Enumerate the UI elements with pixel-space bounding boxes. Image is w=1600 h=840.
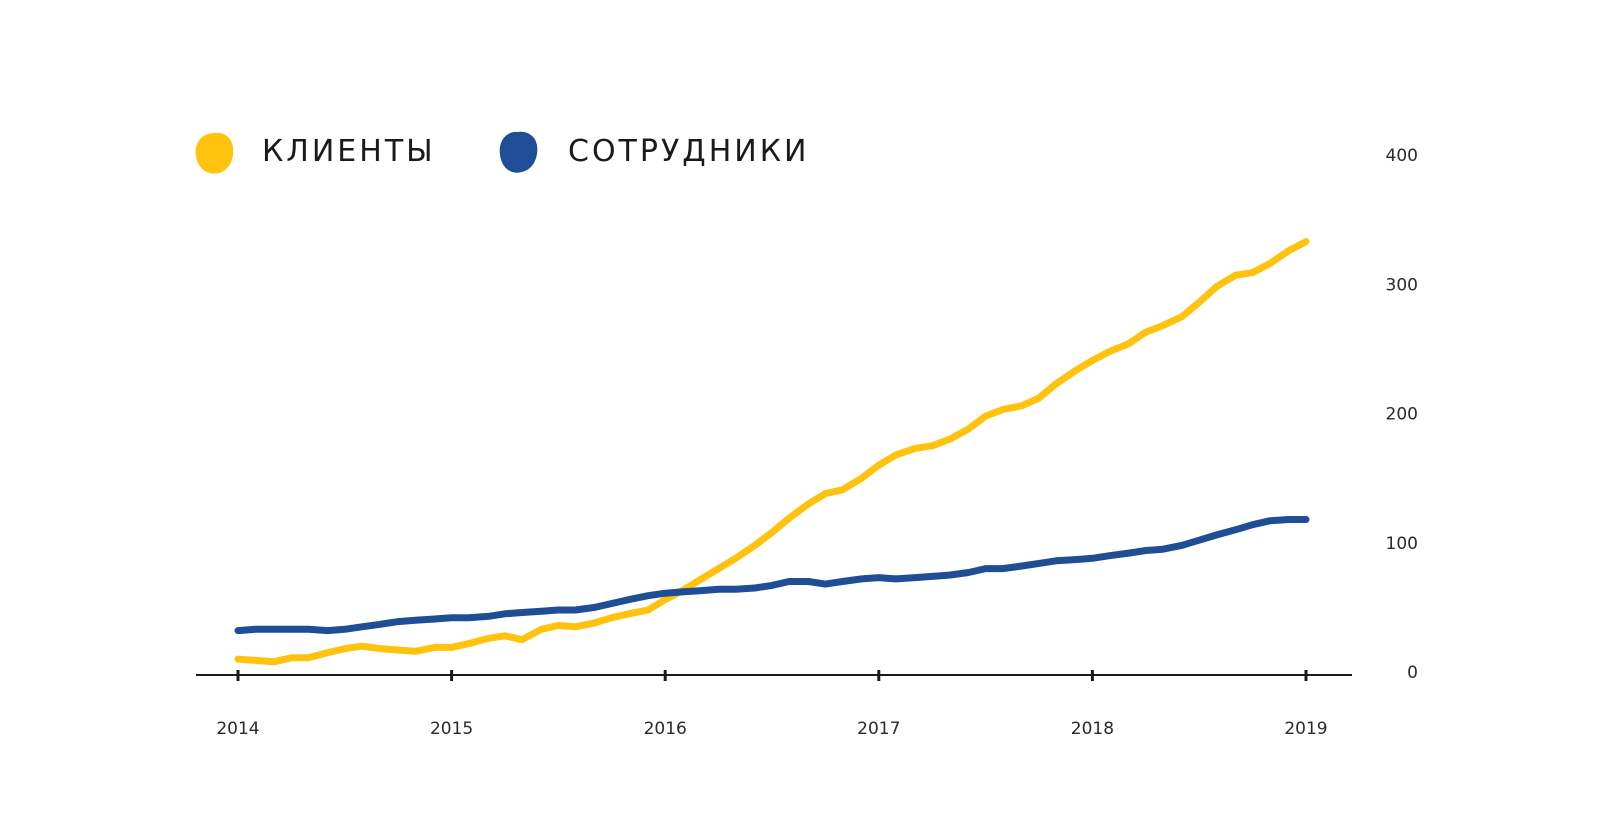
x-tick-label-2019: 2019 — [1284, 719, 1327, 739]
legend-label-sotrudniki: СОТРУДНИКИ — [568, 134, 809, 169]
y-tick-label-400: 400 — [1386, 146, 1418, 166]
x-tick-label-2018: 2018 — [1071, 719, 1114, 739]
legend: КЛИЕНТЫ СОТРУДНИКИ — [195, 131, 809, 174]
x-axis-ticks: 2014 2015 2016 2017 2018 2019 — [216, 670, 1328, 739]
series-line-sotrudniki — [234, 516, 1310, 635]
x-tick-label-2016: 2016 — [644, 719, 687, 739]
legend-swatch-sotrudniki — [499, 131, 538, 173]
y-tick-label-300: 300 — [1386, 275, 1418, 295]
y-axis-ticks: 0 100 200 300 400 — [1386, 146, 1418, 683]
series-group — [234, 238, 1310, 666]
x-tick-label-2014: 2014 — [216, 719, 259, 739]
x-tick-label-2017: 2017 — [857, 719, 900, 739]
x-tick-label-2015: 2015 — [430, 719, 473, 739]
legend-swatch-klienty — [195, 132, 234, 174]
series-line-klienty — [234, 238, 1310, 666]
y-tick-label-200: 200 — [1386, 405, 1418, 425]
y-tick-label-0: 0 — [1407, 663, 1418, 683]
y-tick-label-100: 100 — [1386, 534, 1418, 554]
legend-label-klienty: КЛИЕНТЫ — [262, 134, 436, 169]
